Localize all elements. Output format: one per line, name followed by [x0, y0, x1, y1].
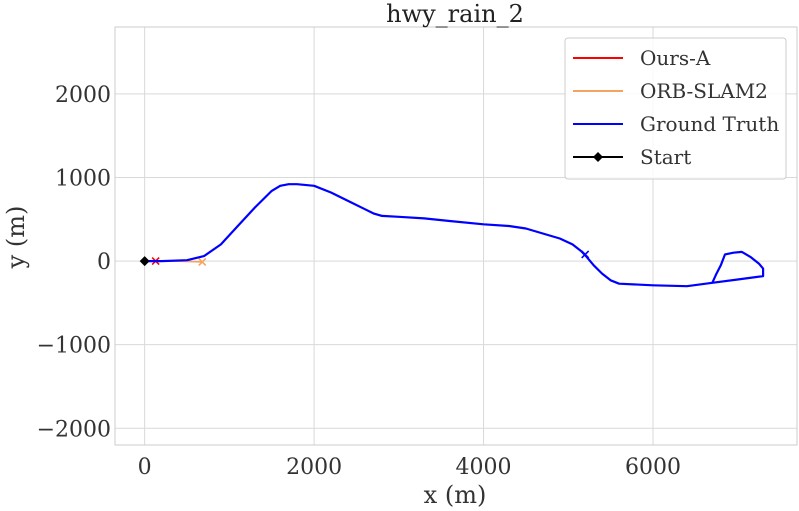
- x-tick-label: 2000: [286, 455, 342, 480]
- legend-label-orb-slam2: ORB-SLAM2: [640, 79, 768, 103]
- legend-box: [564, 37, 787, 180]
- legend-label-ground-truth: Ground Truth: [640, 112, 779, 136]
- x-tick-label: 4000: [456, 455, 512, 480]
- legend-diamond-marker: [593, 152, 603, 162]
- y-axis-label: y (m): [2, 206, 30, 270]
- legend-label-ours-a: Ours-A: [640, 46, 711, 70]
- ground-truth-line: [144, 183, 765, 288]
- x-axis-label: x (m): [424, 481, 487, 509]
- y-tick-label: 0: [97, 250, 111, 275]
- y-tick-label: −1000: [37, 334, 111, 359]
- legend: Ours-A ORB-SLAM2 Ground Truth Start: [564, 37, 787, 180]
- start-marker: [139, 256, 150, 267]
- orb-slam2-end-marker: [198, 257, 207, 266]
- y-tick-label: 2000: [55, 83, 111, 108]
- x-tick-label: 6000: [625, 455, 681, 480]
- series-layer: [139, 183, 765, 288]
- tick-layer: 0 2000 4000 6000 −2000 −1000 0 1000 2000: [37, 83, 681, 480]
- ground-truth-end-marker: [581, 250, 590, 259]
- chart-title: hwy_rain_2: [386, 0, 524, 28]
- plot-frame: [114, 26, 798, 446]
- y-tick-label: 1000: [55, 166, 111, 191]
- x-tick-label: 0: [138, 455, 152, 480]
- y-tick-label: −2000: [37, 417, 111, 442]
- legend-label-start: Start: [640, 145, 691, 169]
